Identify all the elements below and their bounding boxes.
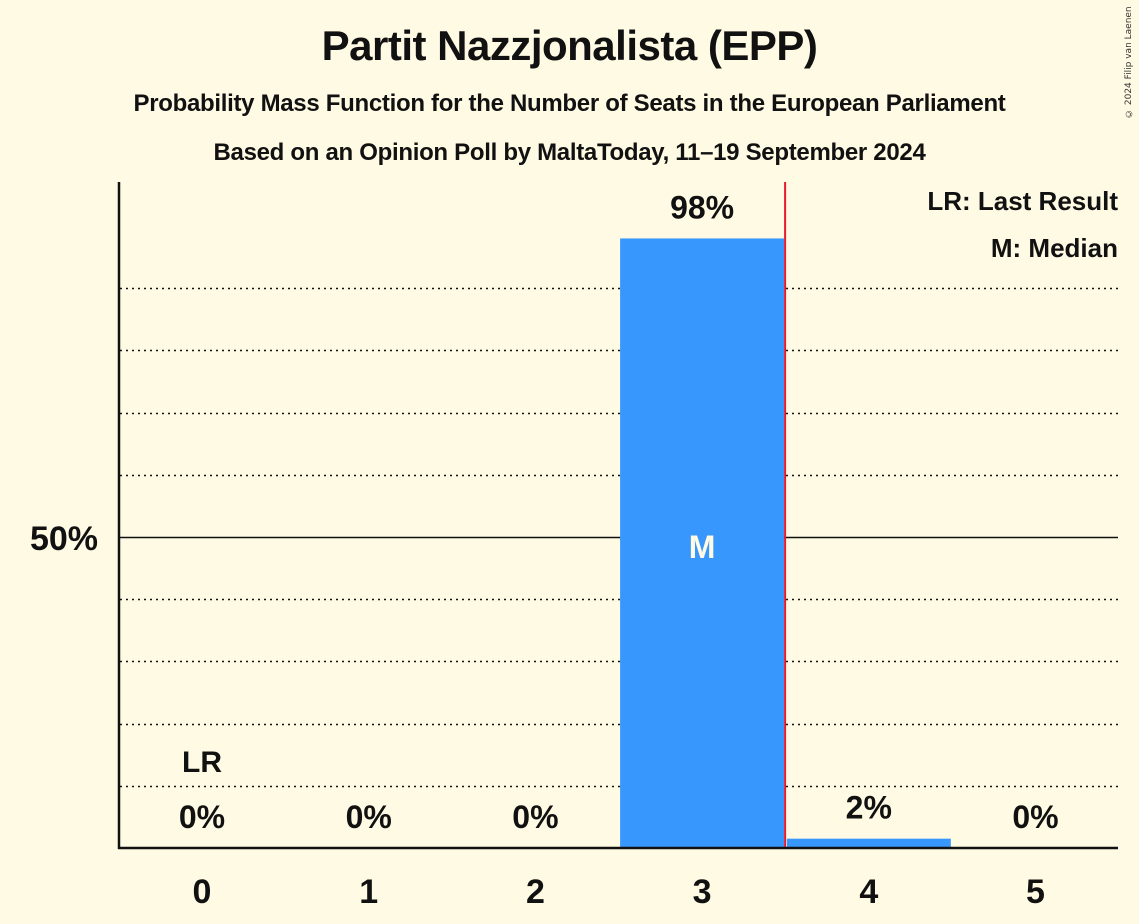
chart-source: Based on an Opinion Poll by MaltaToday, … [213, 139, 926, 166]
median-marker: M [689, 529, 716, 565]
bar-seat-4 [786, 838, 951, 848]
chart-subtitle: Probability Mass Function for the Number… [133, 90, 1006, 117]
value-label-seat-1: 0% [346, 799, 392, 835]
value-label-seat-0: 0% [179, 799, 225, 835]
gridlines [120, 287, 1118, 788]
x-tick-labels: 0 1 2 3 4 5 [193, 873, 1045, 911]
bars [620, 238, 951, 848]
value-labels: 0% 0% 0% 98% 2% 0% [179, 189, 1059, 835]
chart-title: Partit Nazzjonalista (EPP) [321, 22, 818, 69]
x-tick-4: 4 [859, 873, 878, 911]
x-tick-0: 0 [193, 873, 212, 911]
x-tick-2: 2 [526, 873, 545, 911]
bar-seat-3 [620, 238, 785, 848]
legend-median: M: Median [991, 233, 1118, 263]
value-label-seat-2: 0% [512, 799, 558, 835]
value-label-seat-3: 98% [670, 189, 734, 225]
x-tick-1: 1 [359, 873, 378, 911]
y-tick-label-50: 50% [30, 520, 98, 558]
x-tick-5: 5 [1026, 873, 1045, 911]
value-label-seat-5: 0% [1012, 799, 1058, 835]
value-label-seat-4: 2% [846, 790, 892, 826]
x-tick-3: 3 [693, 873, 712, 911]
legend-last-result: LR: Last Result [927, 186, 1118, 216]
last-result-marker: LR [182, 746, 222, 779]
